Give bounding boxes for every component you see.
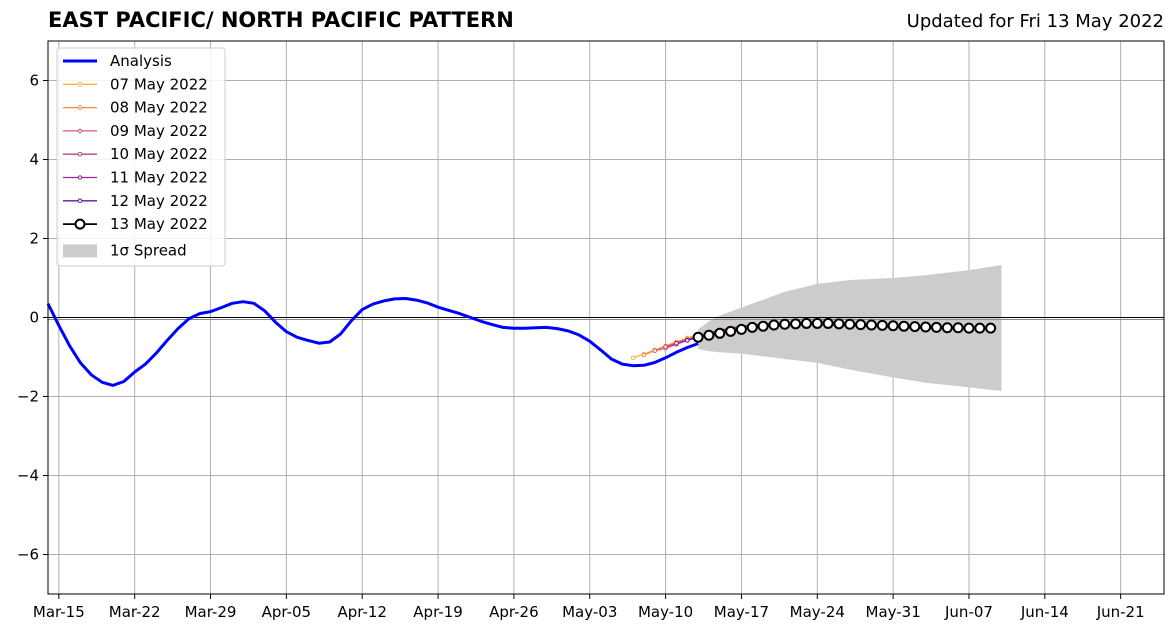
forecast-point: [630, 355, 636, 361]
forecast-point: [822, 317, 834, 329]
forecast-point: [811, 317, 823, 329]
forecast-point: [735, 323, 747, 335]
legend-marker: [77, 105, 83, 110]
x-tick-label: Apr-05: [262, 603, 312, 621]
forecast-point: [974, 322, 986, 334]
x-tick-label: Jun-21: [1096, 603, 1145, 621]
axis-ticks: Mar-15 Mar-22 Mar-29 Apr-05 Apr-12 Apr-19 Apr-…: [17, 72, 1145, 622]
legend-marker: [74, 218, 86, 230]
series-layer: [46, 297, 997, 387]
analysis-line: [46, 297, 699, 387]
forecast-point: [985, 322, 997, 334]
forecast-point: [865, 319, 877, 331]
legend-entry-label: 12 May 2022: [110, 192, 208, 210]
x-tick-label: May-17: [714, 603, 769, 621]
forecast-point: [663, 344, 668, 350]
forecast-point: [692, 331, 704, 343]
x-tick-label: Mar-15: [33, 603, 85, 621]
x-tick-label: Apr-19: [413, 603, 463, 621]
legend-marker: [77, 151, 83, 157]
forecast-point: [714, 327, 726, 339]
forecast-point: [876, 319, 888, 331]
y-tick-label: 4: [29, 151, 39, 169]
legend-entry-label: 10 May 2022: [110, 145, 208, 163]
chart-title: EAST PACIFIC/ NORTH PACIFIC PATTERN: [48, 8, 514, 32]
x-tick-label: Jun-07: [944, 603, 993, 621]
y-tick-label: 6: [29, 72, 39, 90]
forecast-point: [779, 318, 791, 330]
x-tick-label: Jun-14: [1020, 603, 1069, 621]
forecast-point: [844, 318, 856, 330]
x-tick-label: Mar-29: [185, 603, 237, 621]
zero-line-layer: [48, 317, 1164, 320]
forecast-point: [963, 322, 975, 334]
y-tick-label: 0: [29, 309, 39, 327]
x-tick-label: May-31: [866, 603, 921, 621]
legend-entry-label: 11 May 2022: [110, 169, 208, 187]
legend-entry-label: 13 May 2022: [110, 215, 208, 233]
x-tick-label: Apr-12: [337, 603, 387, 621]
forecast-point: [800, 317, 812, 329]
legend: Analysis 07 May 2022 08 May 2022 09 May 202…: [56, 47, 226, 267]
forecast-point: [833, 318, 845, 330]
legend-marker: [77, 128, 83, 134]
legend-entry-label: 07 May 2022: [110, 75, 208, 93]
legend-marker: [77, 175, 83, 180]
legend-swatch: [63, 244, 97, 258]
forecast-point: [930, 321, 942, 333]
forecast-point: [652, 348, 658, 353]
legend-marker: [77, 82, 83, 87]
forecast-point: [703, 329, 715, 341]
forecast-point: [909, 321, 921, 333]
forecast-point: [898, 320, 910, 332]
forecast-point: [757, 320, 769, 332]
legend-box: [56, 47, 226, 267]
forecast-point: [790, 318, 802, 330]
forecast-point: [920, 321, 932, 333]
y-tick-label: −6: [17, 546, 39, 564]
legend-marker: [77, 198, 83, 204]
forecast-point: [768, 319, 780, 331]
forecast-point: [684, 338, 690, 343]
updated-date: Updated for Fri 13 May 2022: [906, 11, 1164, 32]
forecast-point: [641, 352, 647, 358]
legend-entry-label: 08 May 2022: [110, 99, 208, 117]
x-tick-label: May-10: [638, 603, 693, 621]
legend-entry-label: 1σ Spread: [110, 241, 187, 259]
forecast-point: [887, 320, 899, 332]
y-tick-label: −4: [17, 467, 39, 485]
legend-entry-label: 09 May 2022: [110, 122, 208, 140]
x-tick-label: Apr-26: [489, 603, 539, 621]
x-tick-label: May-24: [790, 603, 845, 621]
legend-entry-label: Analysis: [110, 52, 172, 70]
forecast-point: [855, 319, 867, 331]
forecast-point: [746, 321, 758, 333]
y-tick-label: −2: [17, 388, 39, 406]
y-tick-label: 2: [29, 230, 39, 248]
x-tick-label: Mar-22: [109, 603, 161, 621]
forecast-point: [952, 322, 964, 334]
forecast-point: [725, 325, 737, 337]
x-tick-label: May-03: [562, 603, 617, 621]
forecast-point: [674, 340, 679, 346]
forecast-point: [941, 322, 953, 334]
